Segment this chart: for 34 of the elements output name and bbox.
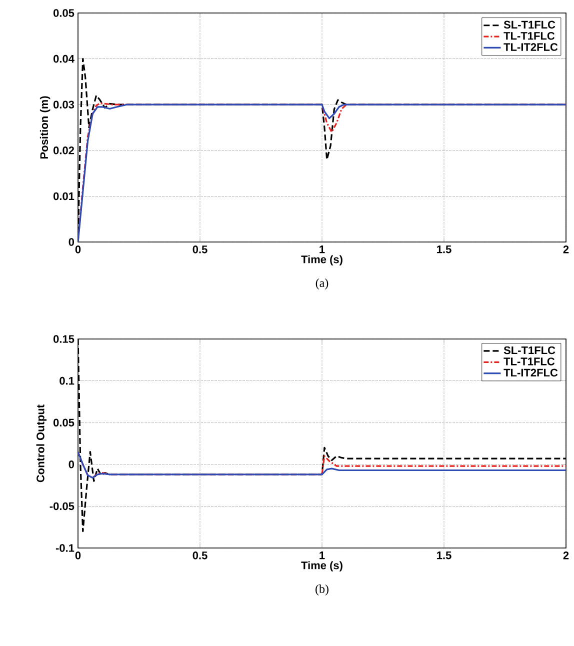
y-tick-label: 0 [68, 238, 74, 246]
x-tick-label: 1 [320, 246, 325, 254]
x-tick-label: 1.5 [437, 246, 452, 254]
x-tick-label: 2 [563, 552, 569, 560]
legend-label: SL-T1FLC [504, 20, 556, 29]
legend-label: TL-T1FLC [504, 358, 555, 366]
y-axis-title: Control Output [36, 404, 47, 482]
x-tick-label: 0 [75, 552, 81, 560]
y-axis-title: Position (m) [40, 96, 50, 159]
legend-label: TL-T1FLC [504, 32, 555, 40]
legend-label: TL-IT2FLC [504, 43, 558, 51]
x-tick-label: 0 [75, 246, 81, 254]
y-tick-label: 0.02 [53, 146, 74, 154]
y-tick-label: -0.1 [56, 544, 74, 552]
text: (a) [316, 278, 328, 290]
legend-label: SL-T1FLC [504, 346, 556, 354]
y-tick-label: 0 [68, 460, 74, 468]
y-tick-label: 0.03 [53, 100, 74, 108]
x-axis-title: Time (s) [301, 561, 342, 572]
x-tick-label: 2 [563, 246, 569, 254]
y-tick-label: 0.1 [60, 376, 74, 385]
y-tick-label: -0.05 [50, 502, 74, 510]
legend-label: TL-IT2FLC [504, 368, 558, 377]
y-tick-label: 0.05 [53, 9, 74, 17]
y-tick-label: 0.01 [53, 192, 74, 200]
x-tick-label: 0.5 [192, 246, 208, 254]
y-tick-label: 0.15 [53, 335, 74, 343]
x-axis-title: Time (s) [301, 255, 342, 266]
y-tick-label: 0.04 [53, 54, 74, 63]
x-tick-label: 1.5 [437, 552, 452, 560]
y-tick-label: 0.05 [53, 418, 74, 426]
text: (b) [316, 584, 328, 596]
x-tick-label: 0.5 [192, 552, 208, 560]
x-tick-label: 1 [320, 552, 325, 560]
